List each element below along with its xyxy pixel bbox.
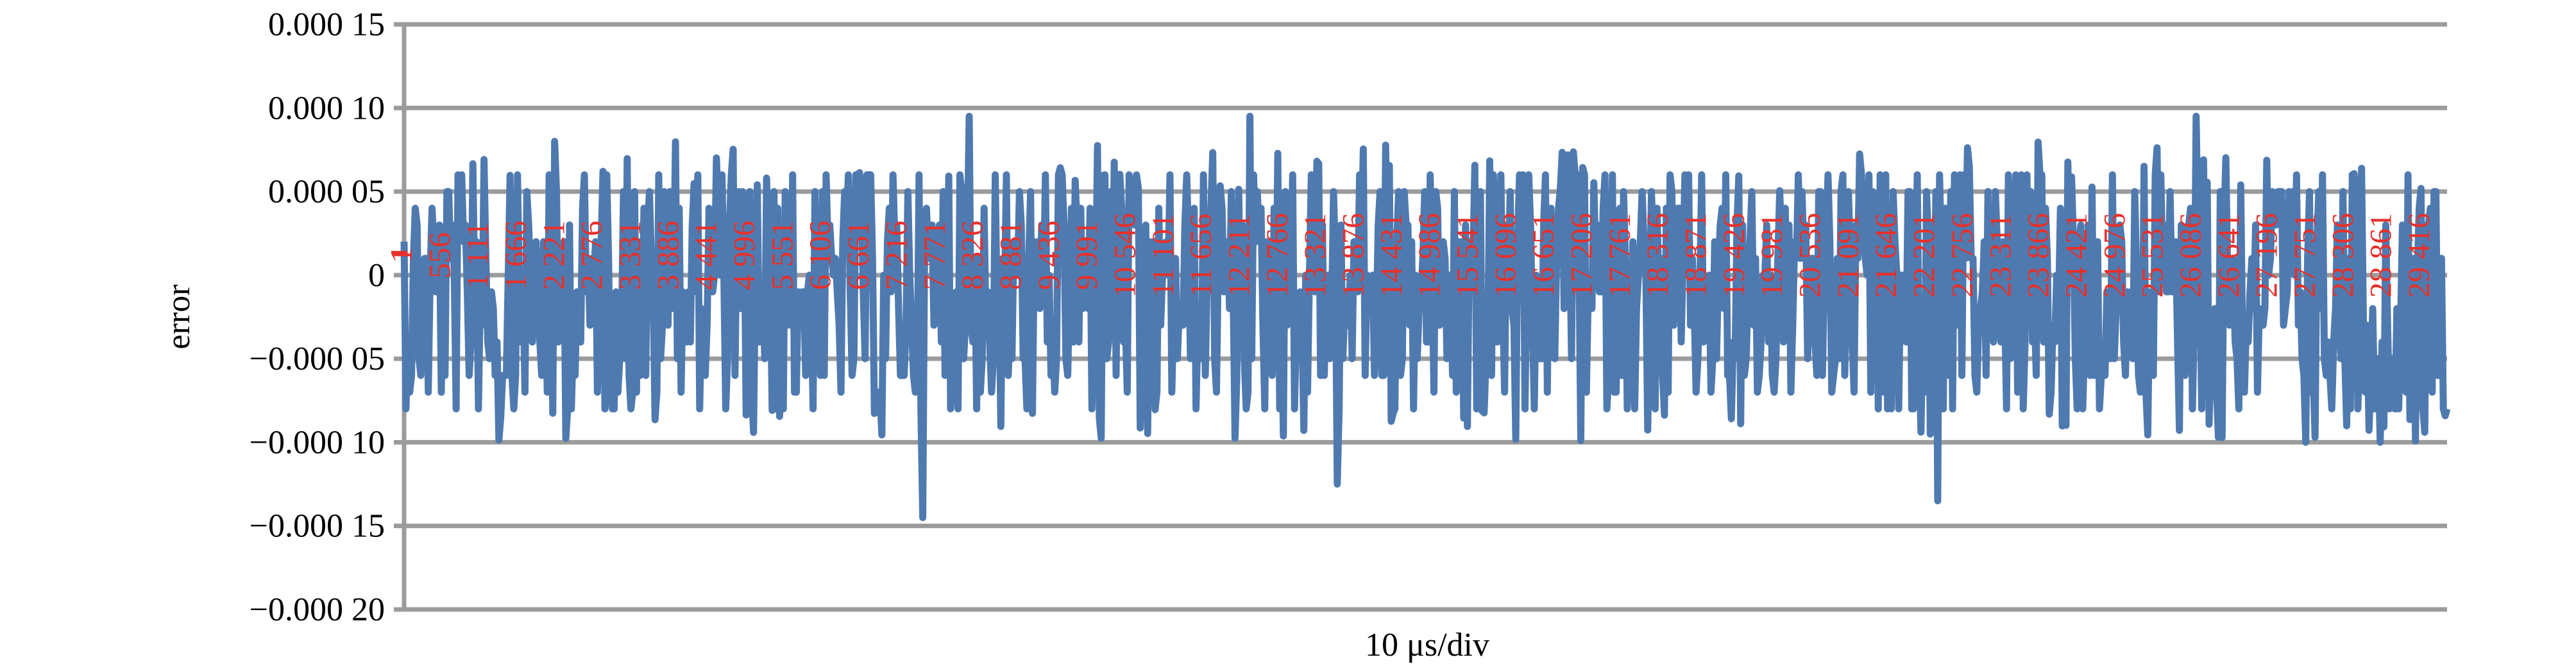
x-category-label: 24 421 bbox=[2060, 213, 2094, 298]
x-category-label: 23 866 bbox=[2022, 213, 2056, 298]
x-category-label: 9 991 bbox=[1070, 221, 1104, 290]
y-tick-label: −0.000 05 bbox=[250, 341, 385, 377]
x-category-label: 6 106 bbox=[804, 221, 838, 290]
x-category-label: 16 096 bbox=[1489, 213, 1523, 298]
x-category-label: 1 666 bbox=[499, 221, 533, 290]
x-category-label: 11 101 bbox=[1146, 214, 1180, 297]
x-category-label: 28 306 bbox=[2326, 213, 2360, 298]
x-category-label: 17 761 bbox=[1603, 213, 1637, 298]
x-category-label: 19 981 bbox=[1755, 213, 1789, 298]
x-category-label: 27 751 bbox=[2288, 213, 2322, 298]
x-category-label: 18 871 bbox=[1679, 213, 1713, 298]
x-category-label: 556 bbox=[423, 232, 457, 278]
x-category-label: 10 546 bbox=[1108, 213, 1142, 298]
error-series-line bbox=[400, 112, 2451, 522]
x-category-label: 13 876 bbox=[1337, 213, 1371, 298]
y-tick-label: 0.000 10 bbox=[268, 90, 385, 126]
x-category-label: 14 986 bbox=[1412, 213, 1446, 298]
x-category-label: 17 206 bbox=[1565, 213, 1599, 298]
x-category-label: 12 211 bbox=[1223, 214, 1257, 297]
x-category-label: 25 531 bbox=[2136, 213, 2170, 298]
x-category-label: 16 651 bbox=[1527, 213, 1561, 298]
y-axis: 0.000 15 0.000 10 0.000 05 0 −0.000 05 −0.000… bbox=[250, 6, 404, 628]
x-category-label: 2 776 bbox=[575, 221, 609, 290]
x-category-label: 4 441 bbox=[690, 221, 724, 290]
x-category-label: 26 641 bbox=[2212, 213, 2246, 298]
x-category-label: 3 886 bbox=[651, 221, 685, 290]
y-tick-label: 0.000 05 bbox=[268, 174, 385, 210]
x-category-label: 22 201 bbox=[1908, 213, 1942, 298]
x-axis-title: 10 μs/div bbox=[1365, 627, 1489, 663]
x-category-label: 1 bbox=[385, 248, 419, 263]
x-category-label: 28 861 bbox=[2364, 213, 2398, 298]
x-category-label: 11 656 bbox=[1184, 214, 1218, 297]
x-category-label: 22 756 bbox=[1945, 213, 1979, 298]
x-category-label: 13 321 bbox=[1298, 213, 1332, 298]
y-tick-label: −0.000 15 bbox=[250, 508, 385, 545]
x-category-label: 20 536 bbox=[1793, 213, 1827, 298]
x-category-label: 4 996 bbox=[727, 221, 761, 290]
x-category-label: 12 766 bbox=[1260, 213, 1294, 298]
x-category-label: 7 771 bbox=[918, 221, 952, 290]
x-category-labels: 1 556 1 111 1 666 2 221 2 776 3 331 3 886 4 441 4… bbox=[385, 213, 2436, 298]
x-category-label: 19 426 bbox=[1717, 213, 1751, 298]
x-category-label: 2 221 bbox=[537, 221, 571, 290]
x-category-label: 15 541 bbox=[1451, 213, 1485, 298]
x-category-label: 24 976 bbox=[2097, 213, 2131, 298]
x-category-label: 8 326 bbox=[956, 221, 990, 290]
x-category-label: 9 436 bbox=[1032, 221, 1066, 290]
x-category-label: 14 431 bbox=[1375, 213, 1409, 298]
x-category-label: 26 086 bbox=[2174, 213, 2208, 298]
y-tick-label: 0.000 15 bbox=[268, 6, 385, 43]
y-axis-title: error bbox=[160, 284, 197, 349]
x-category-label: 21 091 bbox=[1831, 213, 1865, 298]
y-tick-label: 0 bbox=[368, 257, 385, 294]
x-category-label: 1 111 bbox=[461, 222, 495, 289]
y-tick-label: −0.000 20 bbox=[250, 592, 385, 628]
x-category-label: 21 646 bbox=[1869, 213, 1903, 298]
x-category-label: 18 316 bbox=[1641, 213, 1675, 298]
x-category-label: 5 551 bbox=[765, 221, 799, 290]
x-category-label: 3 331 bbox=[613, 221, 647, 290]
x-category-label: 29 416 bbox=[2402, 213, 2436, 298]
x-category-label: 7 216 bbox=[879, 221, 913, 290]
x-category-label: 27 196 bbox=[2250, 213, 2284, 298]
x-category-label: 6 661 bbox=[842, 221, 876, 290]
x-category-label: 23 311 bbox=[1983, 214, 2017, 297]
y-tick-label: −0.000 10 bbox=[250, 424, 385, 461]
x-category-label: 8 881 bbox=[994, 221, 1028, 290]
